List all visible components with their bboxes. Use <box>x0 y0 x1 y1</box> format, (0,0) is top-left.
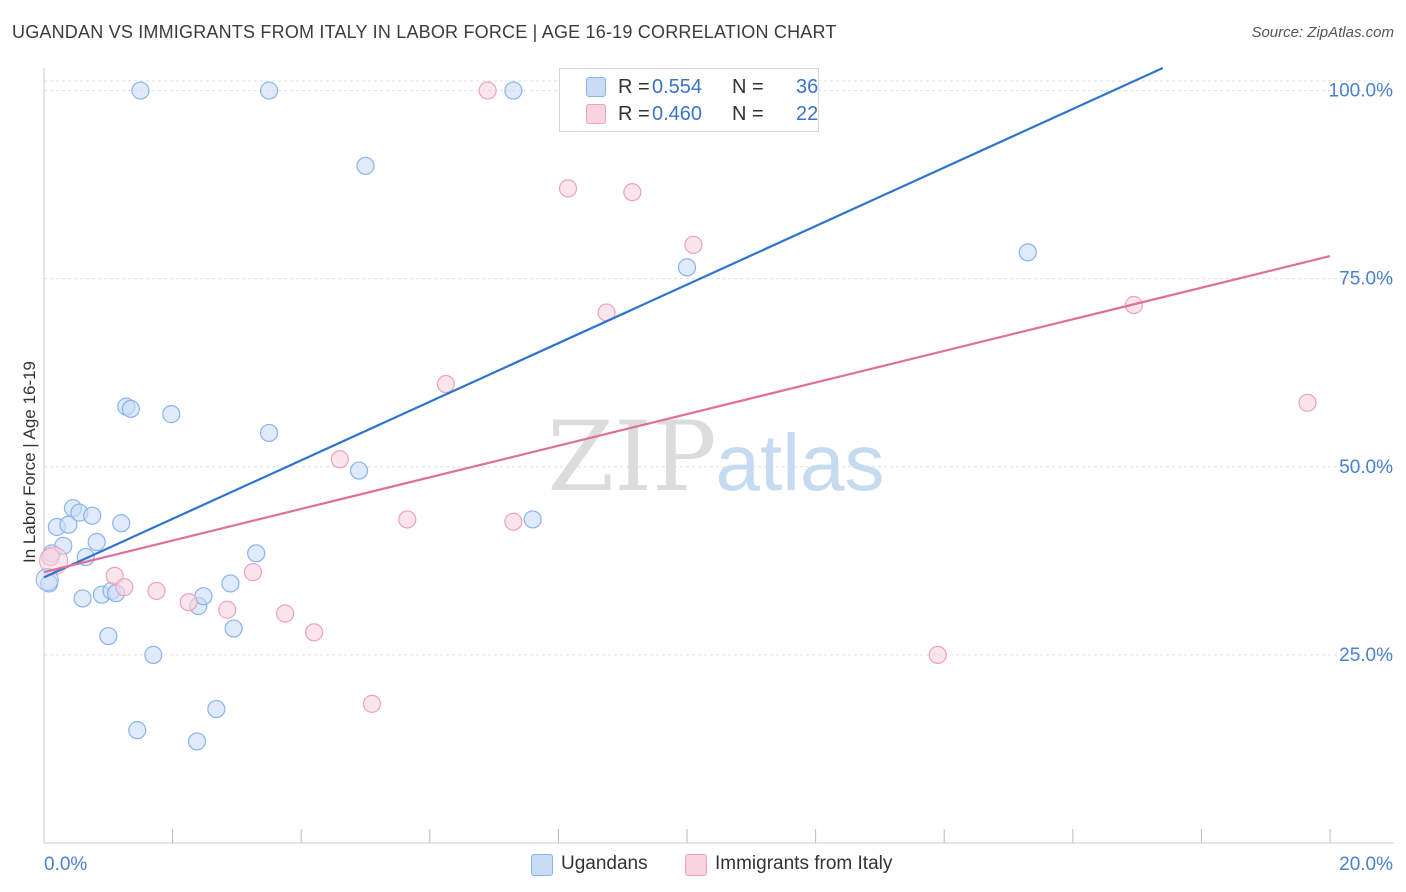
ugandans-swatch <box>531 854 553 876</box>
y-tick-label: 25.0% <box>1339 645 1393 666</box>
r-label: R = <box>618 103 650 125</box>
italy-point <box>398 510 417 529</box>
r-value: 0.460 <box>652 103 703 125</box>
italy-point <box>362 694 382 713</box>
italy-point <box>243 563 263 582</box>
ugandans-point <box>259 423 279 443</box>
italy-point <box>304 623 324 642</box>
italy-point <box>558 179 578 198</box>
ugandans-trend-line <box>43 66 1164 579</box>
ugandans-point <box>162 405 181 424</box>
n-value: 36 <box>796 76 819 98</box>
r-label: R = <box>618 76 650 98</box>
watermark-zip: ZIP <box>547 401 716 513</box>
stats-legend: R = 0.554 N = 36 R = 0.460 N = 22 <box>559 68 819 132</box>
ugandans-swatch <box>586 77 606 97</box>
y-tick-label: 75.0% <box>1339 269 1393 290</box>
ugandans-point <box>677 258 697 277</box>
tick-labels: 25.0% 50.0% 75.0% 100.0% 0.0% 20.0% <box>44 81 1393 875</box>
italy-point <box>218 600 237 619</box>
y-tick-label: 100.0% <box>1329 81 1394 102</box>
italy-swatch <box>586 104 606 124</box>
ugandans-point <box>349 461 369 480</box>
italy-point <box>623 183 642 202</box>
italy-point <box>478 81 497 100</box>
ugandans-point <box>128 721 147 740</box>
ugandans-point <box>73 589 92 608</box>
chart-title: UGANDAN VS IMMIGRANTS FROM ITALY IN LABO… <box>12 22 837 42</box>
italy-point <box>504 512 523 531</box>
data-points <box>35 81 1317 751</box>
ugandans-point <box>504 81 523 100</box>
ugandans-point <box>121 399 140 418</box>
n-label: N = <box>732 103 764 125</box>
italy-point <box>179 593 198 612</box>
x-tick-label: 0.0% <box>44 854 87 875</box>
ugandans-point <box>131 81 150 100</box>
watermark: ZIP atlas <box>547 401 884 513</box>
ugandans-point <box>221 574 240 593</box>
ugandans-point <box>83 506 102 525</box>
italy-point <box>147 581 166 601</box>
y-tick-label: 50.0% <box>1339 457 1393 478</box>
axes <box>43 68 1394 844</box>
italy-point <box>276 604 295 623</box>
source-credit: Source: ZipAtlas.com <box>1251 24 1394 41</box>
ugandans-point <box>87 532 106 552</box>
italy-point <box>684 235 703 254</box>
ugandans-point <box>112 514 131 533</box>
trend-lines <box>43 66 1331 579</box>
ugandans-point <box>259 81 279 100</box>
italy-swatch <box>685 854 707 876</box>
ugandans-point <box>356 156 375 175</box>
r-value: 0.554 <box>652 76 703 98</box>
x-tick-label: 20.0% <box>1339 854 1393 875</box>
italy-trend-line <box>43 255 1331 574</box>
n-value: 22 <box>796 103 819 125</box>
legend-label: Ugandans <box>561 853 648 874</box>
italy-point <box>330 450 349 469</box>
n-label: N = <box>732 76 764 98</box>
watermark-atlas: atlas <box>716 418 885 507</box>
ugandans-point <box>247 544 266 563</box>
italy-point <box>115 578 134 597</box>
ugandans-point <box>144 645 163 664</box>
ugandans-point <box>1018 243 1037 262</box>
ugandans-point <box>99 626 118 646</box>
ugandans-point <box>224 619 243 638</box>
italy-point <box>436 374 455 394</box>
ugandans-point <box>187 732 207 751</box>
ugandans-point <box>207 699 226 719</box>
series-legend: Ugandans Immigrants from Italy <box>0 852 1406 876</box>
italy-point <box>1298 393 1317 412</box>
ugandans-point <box>523 510 542 529</box>
italy-point <box>928 645 947 664</box>
legend-label: Immigrants from Italy <box>715 853 893 874</box>
ugandans-point <box>59 515 78 534</box>
